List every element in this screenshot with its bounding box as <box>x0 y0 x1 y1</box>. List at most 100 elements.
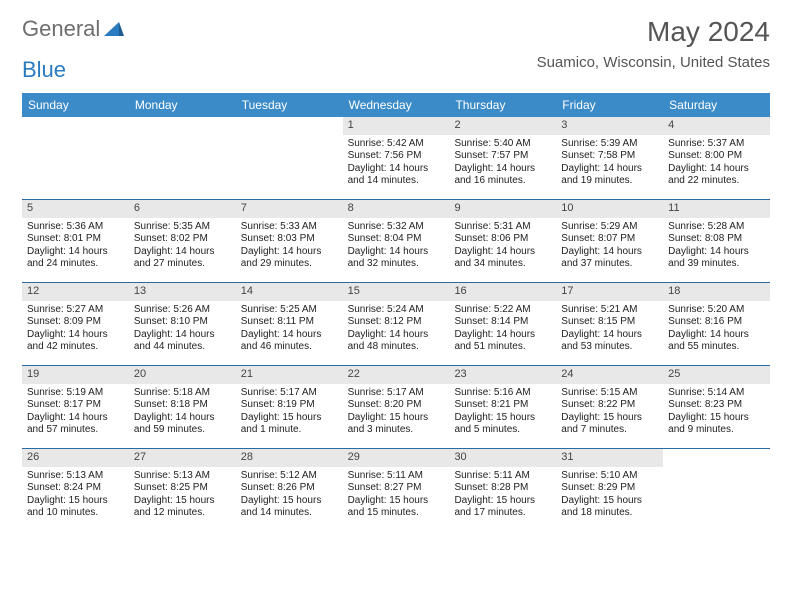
day-number: 28 <box>236 449 343 467</box>
daylight-text: Daylight: 14 hours and 24 minutes. <box>27 246 124 271</box>
sunset-text: Sunset: 8:02 PM <box>134 233 231 246</box>
daylight-text: Daylight: 14 hours and 32 minutes. <box>348 246 445 271</box>
day-number: 31 <box>556 449 663 467</box>
day-details: Sunrise: 5:16 AMSunset: 8:21 PMDaylight:… <box>449 384 556 442</box>
day-number: 10 <box>556 200 663 218</box>
sunrise-text: Sunrise: 5:31 AM <box>454 221 551 234</box>
daylight-text: Daylight: 14 hours and 34 minutes. <box>454 246 551 271</box>
sunrise-text: Sunrise: 5:27 AM <box>27 304 124 317</box>
brand-triangle-icon <box>104 20 124 41</box>
sunset-text: Sunset: 7:57 PM <box>454 150 551 163</box>
calendar-week-row: 12Sunrise: 5:27 AMSunset: 8:09 PMDayligh… <box>22 282 770 365</box>
day-details: Sunrise: 5:42 AMSunset: 7:56 PMDaylight:… <box>343 135 450 193</box>
day-number: 7 <box>236 200 343 218</box>
day-number: 9 <box>449 200 556 218</box>
day-details: Sunrise: 5:25 AMSunset: 8:11 PMDaylight:… <box>236 301 343 359</box>
sunset-text: Sunset: 8:20 PM <box>348 399 445 412</box>
sunset-text: Sunset: 8:03 PM <box>241 233 338 246</box>
calendar-week-row: 1Sunrise: 5:42 AMSunset: 7:56 PMDaylight… <box>22 117 770 199</box>
day-details: Sunrise: 5:14 AMSunset: 8:23 PMDaylight:… <box>663 384 770 442</box>
calendar-cell: 21Sunrise: 5:17 AMSunset: 8:19 PMDayligh… <box>236 366 343 448</box>
brand-logo: General <box>22 16 126 42</box>
calendar-cell: 25Sunrise: 5:14 AMSunset: 8:23 PMDayligh… <box>663 366 770 448</box>
daylight-text: Daylight: 14 hours and 46 minutes. <box>241 329 338 354</box>
day-details: Sunrise: 5:20 AMSunset: 8:16 PMDaylight:… <box>663 301 770 359</box>
sunrise-text: Sunrise: 5:13 AM <box>134 470 231 483</box>
daylight-text: Daylight: 14 hours and 44 minutes. <box>134 329 231 354</box>
calendar-cell: 23Sunrise: 5:16 AMSunset: 8:21 PMDayligh… <box>449 366 556 448</box>
day-number: 14 <box>236 283 343 301</box>
sunset-text: Sunset: 8:04 PM <box>348 233 445 246</box>
day-details: Sunrise: 5:18 AMSunset: 8:18 PMDaylight:… <box>129 384 236 442</box>
sunrise-text: Sunrise: 5:10 AM <box>561 470 658 483</box>
brand-part1: General <box>22 16 100 42</box>
sunrise-text: Sunrise: 5:11 AM <box>454 470 551 483</box>
sunset-text: Sunset: 8:22 PM <box>561 399 658 412</box>
day-details: Sunrise: 5:21 AMSunset: 8:15 PMDaylight:… <box>556 301 663 359</box>
day-number: 29 <box>343 449 450 467</box>
sunrise-text: Sunrise: 5:42 AM <box>348 138 445 151</box>
sunrise-text: Sunrise: 5:22 AM <box>454 304 551 317</box>
location-text: Suamico, Wisconsin, United States <box>537 54 770 71</box>
daylight-text: Daylight: 14 hours and 57 minutes. <box>27 412 124 437</box>
daylight-text: Daylight: 14 hours and 22 minutes. <box>668 163 765 188</box>
sunset-text: Sunset: 8:14 PM <box>454 316 551 329</box>
daylight-text: Daylight: 15 hours and 9 minutes. <box>668 412 765 437</box>
day-details: Sunrise: 5:40 AMSunset: 7:57 PMDaylight:… <box>449 135 556 193</box>
calendar-cell: 29Sunrise: 5:11 AMSunset: 8:27 PMDayligh… <box>343 449 450 531</box>
sunrise-text: Sunrise: 5:36 AM <box>27 221 124 234</box>
day-details: Sunrise: 5:11 AMSunset: 8:27 PMDaylight:… <box>343 467 450 525</box>
calendar-cell: 6Sunrise: 5:35 AMSunset: 8:02 PMDaylight… <box>129 200 236 282</box>
day-number: 8 <box>343 200 450 218</box>
day-details: Sunrise: 5:12 AMSunset: 8:26 PMDaylight:… <box>236 467 343 525</box>
sunset-text: Sunset: 8:26 PM <box>241 482 338 495</box>
calendar-cell: 31Sunrise: 5:10 AMSunset: 8:29 PMDayligh… <box>556 449 663 531</box>
calendar-cell-empty <box>663 449 770 531</box>
daylight-text: Daylight: 14 hours and 29 minutes. <box>241 246 338 271</box>
sunset-text: Sunset: 8:01 PM <box>27 233 124 246</box>
calendar-cell: 13Sunrise: 5:26 AMSunset: 8:10 PMDayligh… <box>129 283 236 365</box>
calendar-cell: 14Sunrise: 5:25 AMSunset: 8:11 PMDayligh… <box>236 283 343 365</box>
calendar-cell: 27Sunrise: 5:13 AMSunset: 8:25 PMDayligh… <box>129 449 236 531</box>
sunset-text: Sunset: 8:10 PM <box>134 316 231 329</box>
day-number: 3 <box>556 117 663 135</box>
sunset-text: Sunset: 8:15 PM <box>561 316 658 329</box>
weekday-header-cell: Tuesday <box>236 93 343 117</box>
calendar-cell: 5Sunrise: 5:36 AMSunset: 8:01 PMDaylight… <box>22 200 129 282</box>
day-details: Sunrise: 5:13 AMSunset: 8:25 PMDaylight:… <box>129 467 236 525</box>
day-details: Sunrise: 5:33 AMSunset: 8:03 PMDaylight:… <box>236 218 343 276</box>
daylight-text: Daylight: 15 hours and 3 minutes. <box>348 412 445 437</box>
calendar-cell: 1Sunrise: 5:42 AMSunset: 7:56 PMDaylight… <box>343 117 450 199</box>
day-number: 19 <box>22 366 129 384</box>
day-details: Sunrise: 5:28 AMSunset: 8:08 PMDaylight:… <box>663 218 770 276</box>
day-number: 22 <box>343 366 450 384</box>
day-number: 17 <box>556 283 663 301</box>
day-number: 30 <box>449 449 556 467</box>
sunrise-text: Sunrise: 5:16 AM <box>454 387 551 400</box>
day-details: Sunrise: 5:22 AMSunset: 8:14 PMDaylight:… <box>449 301 556 359</box>
day-number: 20 <box>129 366 236 384</box>
sunrise-text: Sunrise: 5:35 AM <box>134 221 231 234</box>
sunrise-text: Sunrise: 5:33 AM <box>241 221 338 234</box>
calendar-cell: 15Sunrise: 5:24 AMSunset: 8:12 PMDayligh… <box>343 283 450 365</box>
sunrise-text: Sunrise: 5:37 AM <box>668 138 765 151</box>
sunset-text: Sunset: 8:17 PM <box>27 399 124 412</box>
day-details: Sunrise: 5:10 AMSunset: 8:29 PMDaylight:… <box>556 467 663 525</box>
sunset-text: Sunset: 8:25 PM <box>134 482 231 495</box>
weekday-header-cell: Friday <box>556 93 663 117</box>
day-number: 16 <box>449 283 556 301</box>
daylight-text: Daylight: 15 hours and 15 minutes. <box>348 495 445 520</box>
calendar-cell: 10Sunrise: 5:29 AMSunset: 8:07 PMDayligh… <box>556 200 663 282</box>
daylight-text: Daylight: 14 hours and 42 minutes. <box>27 329 124 354</box>
sunrise-text: Sunrise: 5:18 AM <box>134 387 231 400</box>
sunrise-text: Sunrise: 5:14 AM <box>668 387 765 400</box>
day-number: 25 <box>663 366 770 384</box>
sunset-text: Sunset: 8:09 PM <box>27 316 124 329</box>
daylight-text: Daylight: 14 hours and 48 minutes. <box>348 329 445 354</box>
calendar-cell: 28Sunrise: 5:12 AMSunset: 8:26 PMDayligh… <box>236 449 343 531</box>
sunset-text: Sunset: 8:08 PM <box>668 233 765 246</box>
month-title: May 2024 <box>537 16 770 48</box>
day-details: Sunrise: 5:24 AMSunset: 8:12 PMDaylight:… <box>343 301 450 359</box>
daylight-text: Daylight: 14 hours and 55 minutes. <box>668 329 765 354</box>
daylight-text: Daylight: 14 hours and 14 minutes. <box>348 163 445 188</box>
